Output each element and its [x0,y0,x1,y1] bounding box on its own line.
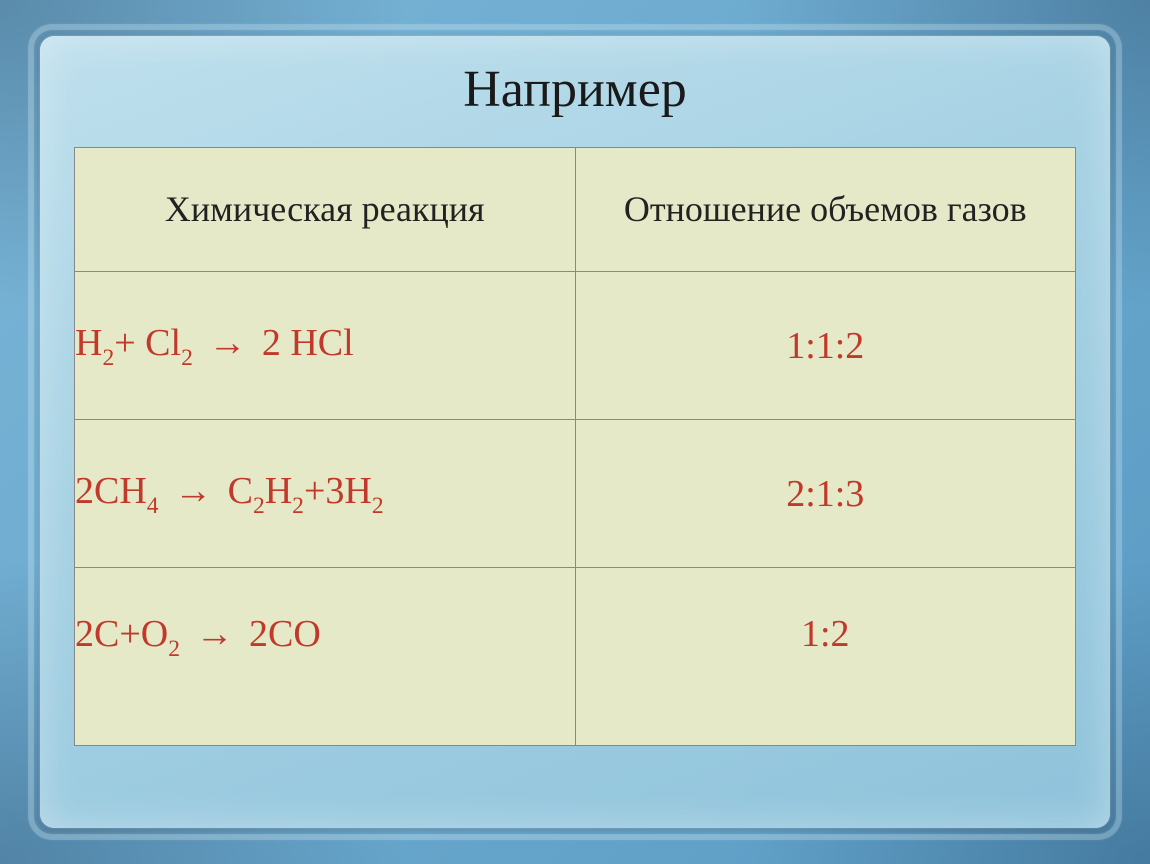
ratio-cell: 2:1:3 [575,420,1076,568]
formula-cell: 2CH4 → C2H2+3H2 [75,420,576,568]
table-row: 2CH4 → C2H2+3H2 2:1:3 [75,420,1076,568]
table-body: H2+ Cl2 → 2 HCl 1:1:2 2CH4 → C2H2+3H2 2:… [75,272,1076,746]
slide-content: Например Химическая реакция Отношение об… [74,60,1076,804]
formula-cell: H2+ Cl2 → 2 HCl [75,272,576,420]
ratio-cell: 1:2 [575,568,1076,746]
header-reaction: Химическая реакция [75,148,576,272]
table-header-row: Химическая реакция Отношение объемов газ… [75,148,1076,272]
reactions-table: Химическая реакция Отношение объемов газ… [74,147,1076,746]
slide-title: Например [74,60,1076,119]
table-row: 2C+O2 → 2CO 1:2 [75,568,1076,746]
header-ratio: Отношение объемов газов [575,148,1076,272]
formula-cell: 2C+O2 → 2CO [75,568,576,746]
table-row: H2+ Cl2 → 2 HCl 1:1:2 [75,272,1076,420]
ratio-cell: 1:1:2 [575,272,1076,420]
